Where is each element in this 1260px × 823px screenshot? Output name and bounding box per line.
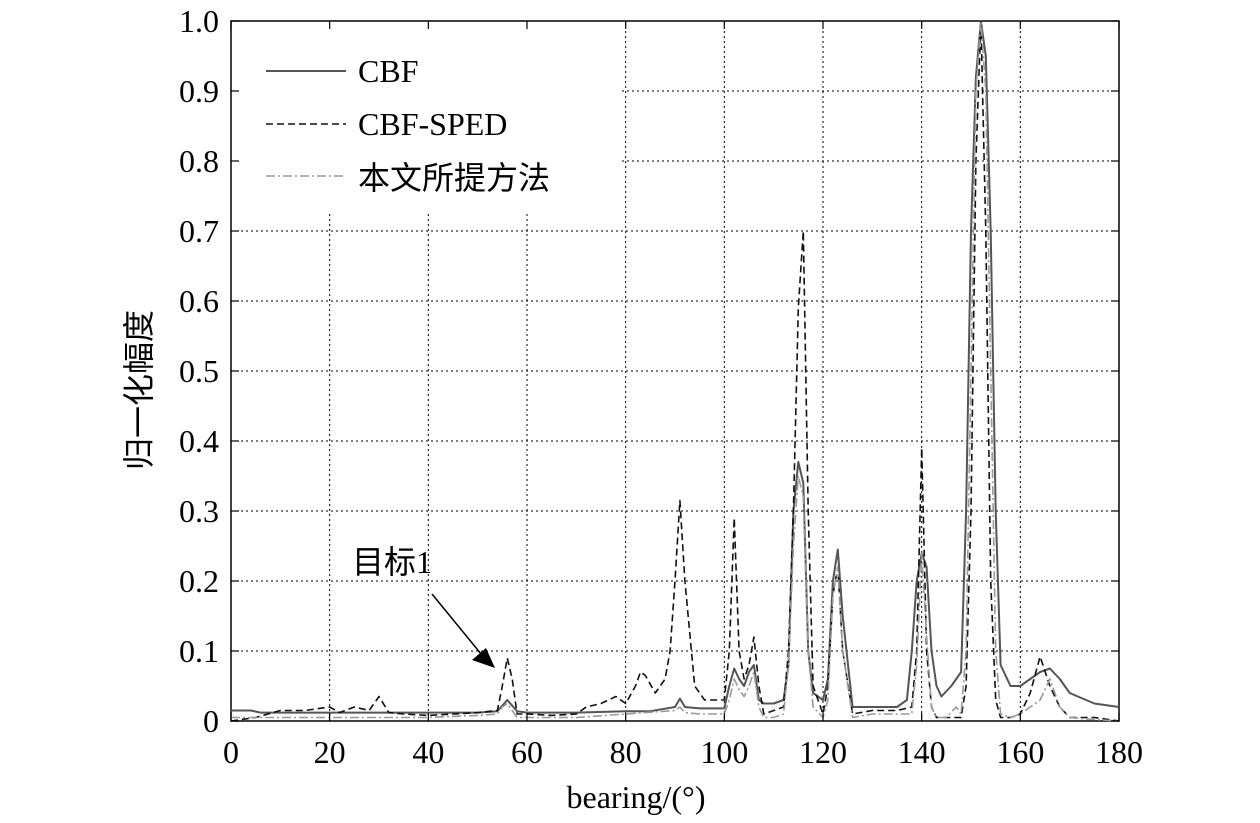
x-tick-label: 60: [511, 734, 543, 770]
x-tick-label: 160: [996, 734, 1044, 770]
legend-label-cbf-sped: CBF-SPED: [358, 106, 507, 142]
series-line-proposed: [231, 20, 1120, 722]
series-line-cbf: [231, 20, 1120, 714]
annotation: 目标1: [352, 544, 495, 668]
x-tick-label: 80: [610, 734, 642, 770]
y-tick-label: 0.3: [179, 493, 219, 529]
y-tick-label: 0.9: [179, 73, 219, 109]
series-line-cbf-sped: [230, 20, 1120, 722]
y-tick-label: 0.4: [179, 423, 219, 459]
ticks: [230, 20, 1120, 722]
legend: CBF CBF-SPED 本文所提方法: [266, 53, 550, 196]
annotation-label: 目标1: [352, 544, 432, 580]
x-tick-label: 40: [412, 734, 444, 770]
annotation-arrowhead: [472, 648, 495, 668]
y-tick-label: 0.1: [179, 633, 219, 669]
legend-label-proposed: 本文所提方法: [358, 160, 550, 196]
y-tick-label: 0: [203, 703, 219, 739]
x-tick-label: 120: [799, 734, 847, 770]
annotation-arrow-line: [431, 593, 487, 661]
tick-labels: 0 20 40 60 80 100 120 140 160 180 0 0.1 0.2 0.3 0.4 0.5…: [179, 3, 1143, 770]
y-tick-label: 0.7: [179, 213, 219, 249]
x-tick-label: 100: [700, 734, 748, 770]
y-tick-label: 0.2: [179, 563, 219, 599]
legend-label-cbf: CBF: [358, 53, 418, 89]
x-tick-label: 180: [1095, 734, 1143, 770]
series-layer: [230, 20, 1120, 722]
x-tick-label: 140: [898, 734, 946, 770]
y-tick-label: 0.8: [179, 143, 219, 179]
x-axis-label: bearing/(°): [567, 779, 706, 815]
y-tick-label: 0.5: [179, 353, 219, 389]
x-tick-label: 20: [314, 734, 346, 770]
y-axis-label: 归一化幅度: [121, 310, 157, 470]
y-tick-label: 1.0: [179, 3, 219, 39]
x-tick-label: 0: [223, 734, 239, 770]
y-tick-label: 0.6: [179, 283, 219, 319]
